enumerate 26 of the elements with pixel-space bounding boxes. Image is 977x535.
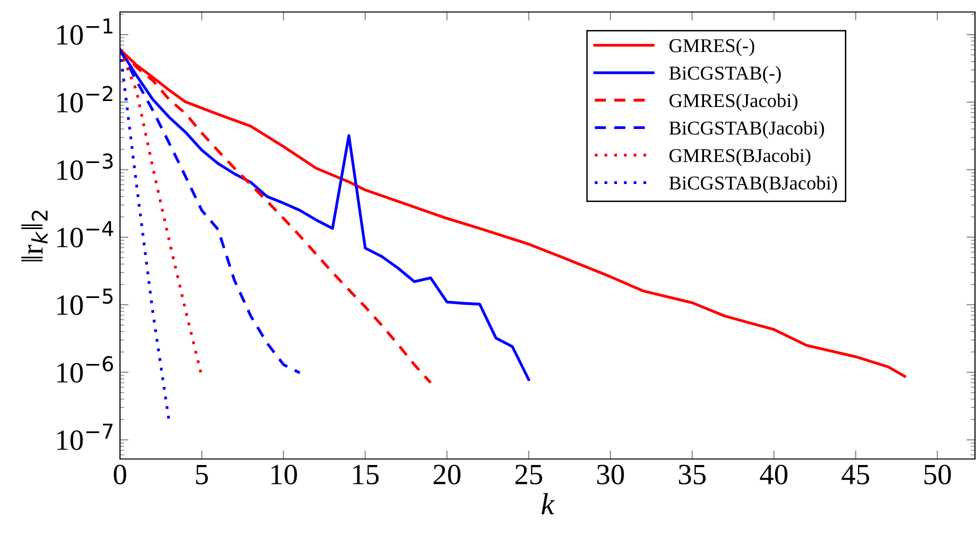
y-tick-label: 10$^{−4}$	[57, 221, 114, 248]
legend-label: GMRES(Jacobi)	[669, 94, 798, 112]
y-tick-label: 10$^{−7}$	[57, 424, 113, 450]
legend-label: BiCGSTAB(-)	[669, 66, 781, 84]
x-tick-label: 30	[597, 464, 624, 484]
legend-label: BiCGSTAB(BJacobi)	[669, 176, 837, 194]
y-tick-label: 10$^{−1}$	[57, 18, 112, 45]
y-axis-title: ‖r$_{k}$‖$_{2}$	[21, 210, 48, 262]
legend-label: BiCGSTAB(Jacobi)	[669, 120, 824, 139]
legend-label: GMRES(BJacobi)	[669, 148, 810, 166]
y-tick-label: 10$^{−2}$	[57, 86, 112, 112]
x-axis-title: k	[542, 493, 555, 514]
x-tick-label: 25	[515, 464, 542, 484]
y-tick-label: 10$^{−5}$	[57, 288, 113, 315]
x-tick-label: 10	[271, 464, 297, 484]
x-tick-label: 50	[924, 464, 951, 484]
y-tick-label: 10$^{−3}$	[57, 153, 113, 180]
legend-label: GMRES(-)	[669, 38, 754, 56]
x-tick-label: 40	[760, 464, 788, 484]
x-tick-label: 20	[434, 464, 460, 484]
x-tick-label: 45	[842, 464, 870, 484]
y-tick-label: 10$^{−6}$	[57, 356, 114, 383]
x-tick-label: 15	[353, 464, 379, 484]
x-tick-label: 0	[114, 464, 126, 484]
x-tick-label: 35	[678, 464, 706, 484]
x-tick-label: 5	[196, 465, 208, 484]
